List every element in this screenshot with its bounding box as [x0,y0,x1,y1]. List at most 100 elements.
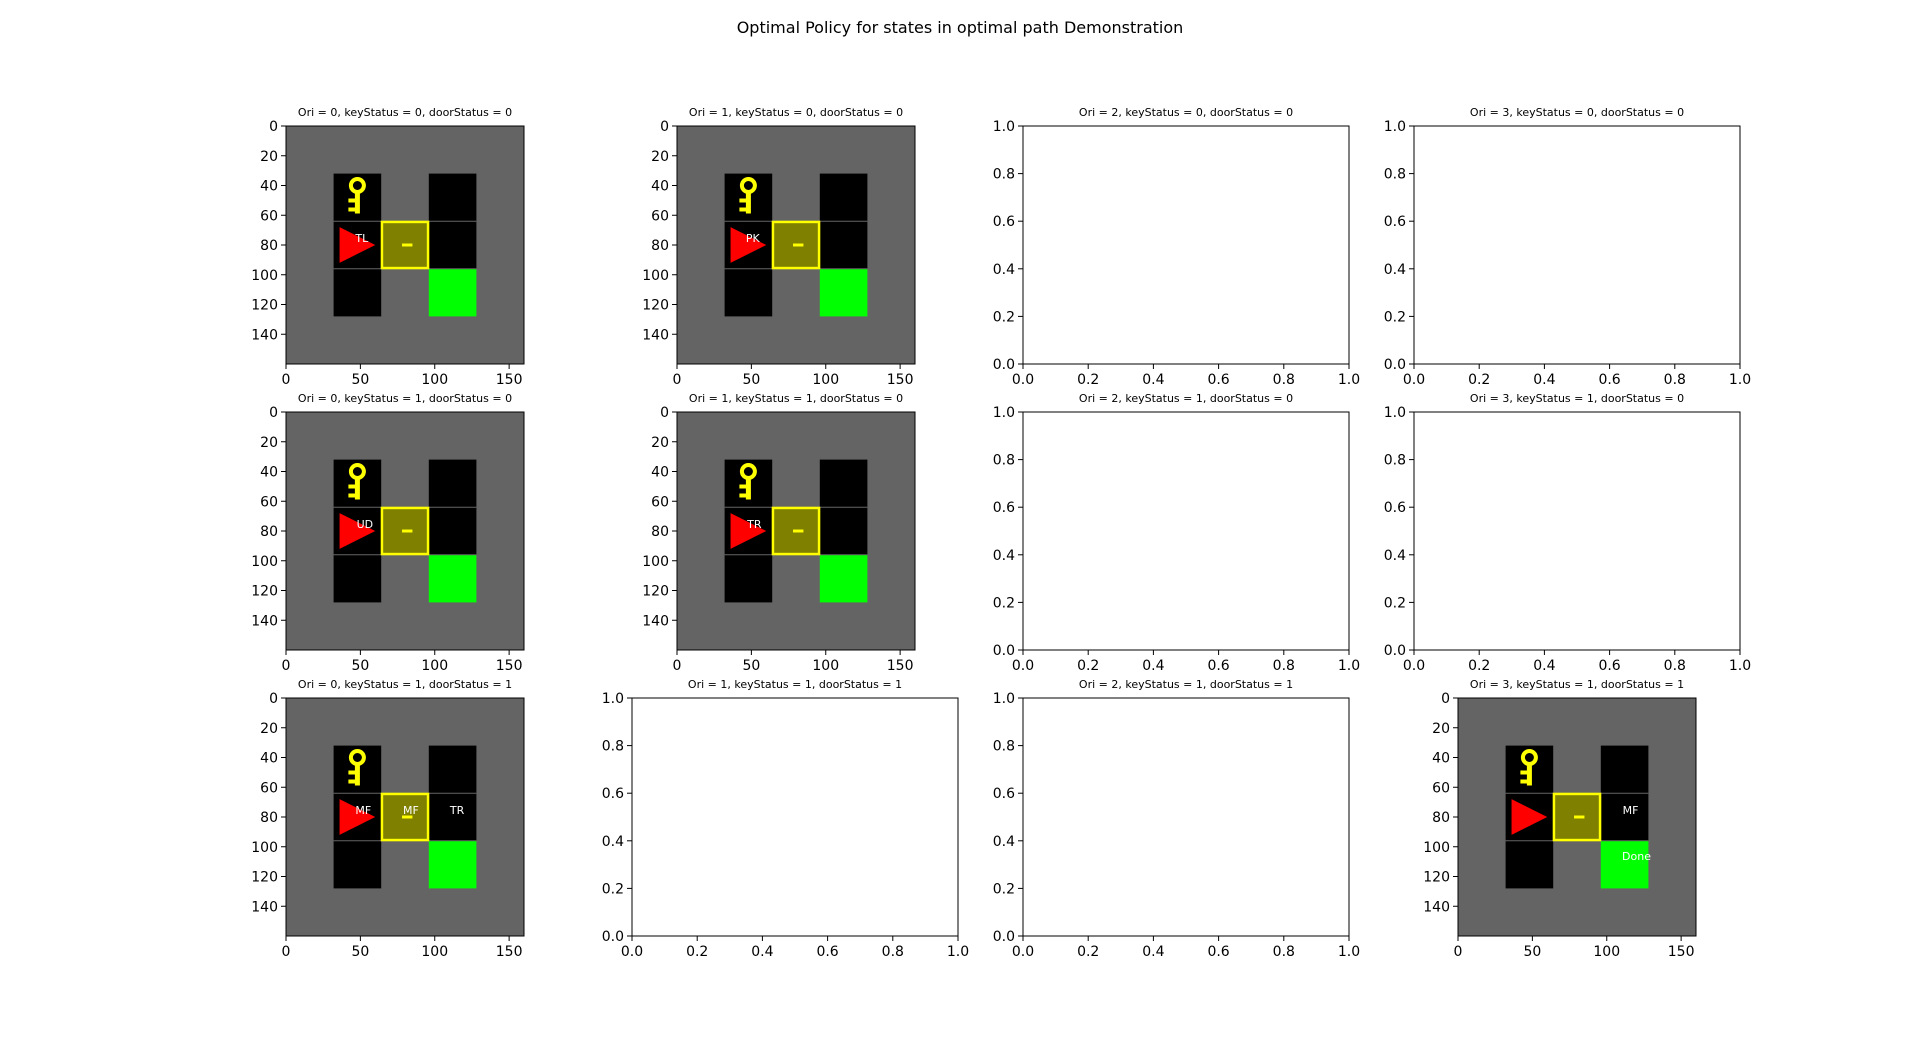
y-tick-label: 100 [642,268,669,284]
subplot-title: Ori = 3, keyStatus = 1, doorStatus = 0 [1470,392,1684,405]
x-tick-label: 100 [812,372,839,388]
key-icon [348,493,356,498]
policy-label: PK [746,232,761,245]
x-tick-label: 0.0 [621,944,643,960]
x-tick-label: 150 [496,372,523,388]
y-tick-label: 0 [269,691,278,707]
y-tick-label: 0.6 [602,786,624,802]
x-tick-label: 0.2 [1077,944,1099,960]
empty-axes [631,697,959,937]
door-handle [793,529,804,533]
x-tick-label: 1.0 [1338,658,1360,674]
y-tick-label: 120 [1423,870,1450,886]
door-handle [793,243,804,247]
subplot-0-3: Ori = 3, keyStatus = 0, doorStatus = 0 0.… [1384,106,1751,388]
y-tick-label: 0.2 [993,309,1015,325]
y-tick-label: 100 [1423,840,1450,856]
key-icon [348,198,356,203]
empty-axes [1413,125,1741,365]
x-tick-label: 0 [282,658,291,674]
x-tick-label: 0.4 [1533,372,1555,388]
x-tick-label: 0.2 [1468,658,1490,674]
policy-label: MF [403,804,419,817]
key-icon [745,191,751,214]
door-handle [402,529,413,533]
x-tick-label: 50 [351,372,369,388]
goal-cell [819,268,868,317]
key-icon [348,207,356,212]
y-tick-label: 40 [651,179,669,195]
subplot-1-2: Ori = 2, keyStatus = 1, doorStatus = 0 0.… [993,392,1360,674]
x-tick-label: 0 [673,372,682,388]
panels: Ori = 0, keyStatus = 0, doorStatus = 0 TL… [251,106,1751,960]
y-tick-label: 0.0 [993,357,1015,373]
subplot-title: Ori = 1, keyStatus = 1, doorStatus = 1 [688,678,902,691]
agent-arrow [339,227,376,263]
y-tick-label: 1.0 [993,691,1015,707]
x-tick-label: 0.2 [1077,658,1099,674]
y-tick-label: 80 [260,524,278,540]
y-tick-label: 0.6 [1384,500,1406,516]
subplot-2-0: Ori = 0, keyStatus = 1, doorStatus = 1 MF… [251,678,525,960]
x-tick-label: 100 [1593,944,1620,960]
y-tick-label: 0.4 [993,548,1015,564]
y-tick-label: 40 [651,465,669,481]
x-tick-label: 0.0 [1012,372,1034,388]
y-tick-label: 140 [642,327,669,343]
y-tick-label: 0.6 [1384,214,1406,230]
y-tick-label: 100 [251,554,278,570]
x-tick-label: 0.8 [1273,658,1295,674]
y-tick-label: 0.2 [993,595,1015,611]
y-tick-label: 1.0 [602,691,624,707]
agent-arrow [730,227,767,263]
goal-cell [428,554,477,603]
y-tick-label: 1.0 [993,119,1015,135]
empty-axes [1022,697,1350,937]
x-tick-label: 0.8 [882,944,904,960]
y-tick-label: 0 [1441,691,1450,707]
subplot-2-3: Ori = 3, keyStatus = 1, doorStatus = 1 MF… [1423,678,1697,960]
x-tick-label: 1.0 [1338,372,1360,388]
x-tick-label: 50 [742,372,760,388]
y-tick-label: 20 [260,721,278,737]
x-tick-label: 0.0 [1403,372,1425,388]
y-tick-label: 20 [1432,721,1450,737]
y-tick-label: 0.8 [993,453,1015,469]
x-tick-label: 150 [496,658,523,674]
y-tick-label: 0.6 [993,786,1015,802]
x-tick-label: 100 [421,658,448,674]
y-tick-label: 60 [651,494,669,510]
y-tick-label: 0.4 [993,834,1015,850]
y-tick-label: 1.0 [993,405,1015,421]
y-tick-label: 0.2 [602,881,624,897]
x-tick-label: 50 [351,658,369,674]
x-tick-label: 0.0 [1012,658,1034,674]
y-tick-label: 0.4 [993,262,1015,278]
policy-label: TR [449,804,465,817]
y-tick-label: 40 [260,751,278,767]
y-tick-label: 100 [251,840,278,856]
x-tick-label: 1.0 [947,944,969,960]
x-tick-label: 0.0 [1012,944,1034,960]
key-icon [739,198,747,203]
policy-label: Done [1622,850,1651,863]
y-tick-label: 80 [260,238,278,254]
y-tick-label: 0.8 [993,167,1015,183]
y-tick-label: 0 [660,119,669,135]
x-tick-label: 150 [887,372,914,388]
x-tick-label: 0.0 [1403,658,1425,674]
x-tick-label: 0.8 [1664,658,1686,674]
y-tick-label: 0 [269,119,278,135]
subplot-title: Ori = 0, keyStatus = 1, doorStatus = 1 [298,678,512,691]
x-tick-label: 0.4 [1142,658,1164,674]
subplot-0-2: Ori = 2, keyStatus = 0, doorStatus = 0 0.… [993,106,1360,388]
y-tick-label: 100 [642,554,669,570]
agent-arrow [339,799,376,835]
y-tick-label: 80 [651,238,669,254]
empty-axes [1022,125,1350,365]
key-icon [1520,779,1528,784]
figure-title: Optimal Policy for states in optimal pat… [737,18,1184,37]
y-tick-label: 0.0 [993,929,1015,945]
y-tick-label: 0 [269,405,278,421]
x-tick-label: 0.6 [816,944,838,960]
